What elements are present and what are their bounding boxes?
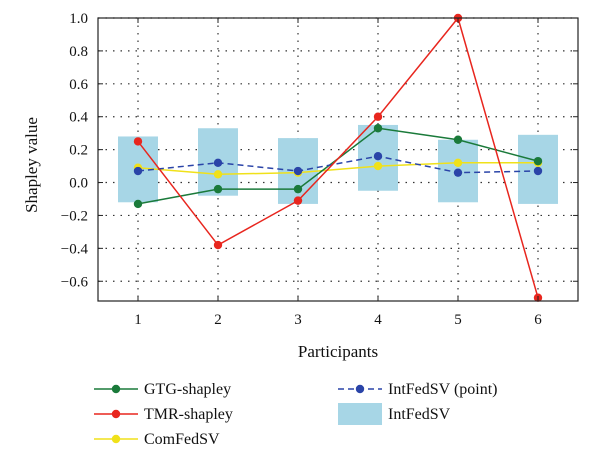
tmr-shapley-point-2 [213,240,223,250]
gtg-shapley-point-4 [373,124,383,133]
y-tick-label: 0.8 [69,44,88,60]
legend-label-intfedsv: IntFedSV [388,406,451,423]
y-tick-label: −0.4 [61,241,89,257]
legend-marker-tmr-shapley [111,409,121,419]
y-tick-label: −0.2 [61,208,88,224]
legend-label-intfedsv-point: IntFedSV (point) [388,381,497,398]
y-tick-label: 0.4 [69,110,88,126]
comfedsv-line [137,162,538,176]
x-tick-label: 6 [534,312,542,328]
tmr-shapley-point-1 [133,137,143,146]
y-tick-label: 0.2 [69,143,88,159]
y-tick-label: 0.6 [69,77,88,93]
y-tick-label: 0.0 [69,176,88,192]
comfedsv-point-5 [453,158,463,167]
y-axis-label: Shapley value [22,117,41,213]
x-tick-label: 1 [134,312,142,328]
x-tick-label: 5 [454,312,462,328]
intfedsv-point-point-3 [293,166,303,176]
gtg-shapley-point-3 [293,184,303,194]
gtg-shapley-point-6 [533,156,543,166]
intfedsv-point-point-1 [133,166,143,176]
intfedsv-point-point-4 [373,152,383,161]
legend-marker-comfedsv [111,434,121,444]
gtg-shapley-point-2 [213,184,223,194]
legend-label-comfedsv: ComFedSV [144,431,220,448]
y-tick-label: 1.0 [69,11,88,27]
y-tick-label: −0.6 [61,274,89,290]
tmr-shapley-point-4 [373,112,383,121]
legend-swatch-intfedsv [338,403,382,425]
intfedsv-point-point-2 [213,158,223,167]
comfedsv-point-4 [373,161,383,171]
tmr-shapley-point-3 [293,196,303,205]
x-tick-label: 3 [294,312,302,328]
intfedsv-point-point-6 [533,166,543,176]
axes: −0.6 −0.4 −0.2 0.0 0.2 0.4 0.6 0.8 1.0 1 2 3 4 5 6 [61,11,579,328]
tmr-shapley-line [137,16,539,298]
plot-area [98,13,578,302]
legend: GTG-shapley TMR-shapley ComFedSV IntFedSV (… [94,381,497,448]
plot-frame [97,17,579,302]
intfedsv-point-point-5 [453,168,463,177]
x-axis-label: Participants [298,342,378,361]
x-tick-label: 2 [214,312,222,328]
intfedsv-point-line [137,155,539,174]
legend-marker-intfedsv-point [355,384,365,394]
x-tick-label: 4 [374,312,382,328]
gtg-shapley-point-1 [133,199,143,209]
legend-label-tmr-shapley: TMR-shapley [144,406,233,423]
gtg-shapley-point-5 [453,135,463,144]
legend-label-gtg-shapley: GTG-shapley [144,381,231,398]
legend-marker-gtg-shapley [111,384,121,394]
comfedsv-point-2 [213,170,223,179]
